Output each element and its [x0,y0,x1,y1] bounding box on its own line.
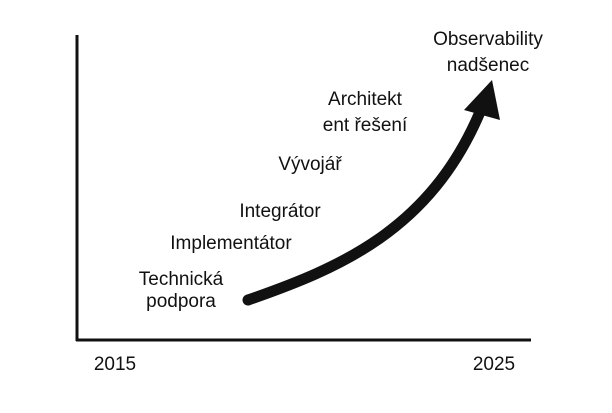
x-start-label: 2015 [94,354,136,375]
stage-label: Architekt [328,89,403,110]
x-end-label: 2025 [473,354,515,375]
growth-arrow [242,106,486,306]
stage-label: Observability [433,29,543,50]
stage-label: podpora [146,291,216,312]
stage-label: Vývojář [278,154,342,175]
stage-label: ent řešení [323,115,408,136]
stage-label: nadšenec [447,55,529,76]
stage-label: Technická [139,269,224,290]
arrow-head [464,80,500,120]
stage-label: Integrátor [239,201,321,222]
stage-label: Implementátor [170,233,292,254]
